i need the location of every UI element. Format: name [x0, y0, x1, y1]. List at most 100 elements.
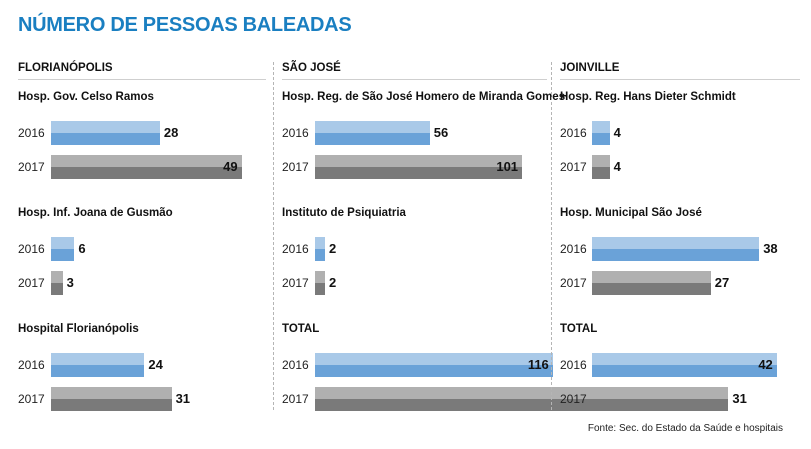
column-title: FLORIANÓPOLIS: [18, 62, 113, 74]
year-label: 2017: [560, 160, 587, 174]
year-label: 2017: [18, 160, 45, 174]
group-label: Instituto de Psiquiatria: [282, 207, 406, 219]
column-title: SÃO JOSÉ: [282, 62, 341, 74]
column-divider: [551, 62, 552, 410]
bar-top: [315, 237, 325, 249]
value-label: 4: [613, 159, 621, 174]
bar-2016: [592, 121, 610, 145]
bar-bottom: [315, 133, 430, 145]
bar-bottom: [315, 249, 325, 261]
bar-top: [592, 271, 711, 283]
bar-top: [51, 271, 63, 283]
group-label: Hosp. Reg. de São José Homero de Miranda…: [282, 91, 566, 103]
bar-bottom: [592, 365, 777, 377]
value-label: 42: [758, 357, 773, 372]
bar-top: [315, 271, 325, 283]
year-label: 2017: [282, 392, 309, 406]
year-label: 2016: [282, 242, 309, 256]
bar-top: [592, 353, 777, 365]
value-label: 31: [732, 391, 747, 406]
year-label: 2017: [560, 392, 587, 406]
bar-2017: [315, 271, 325, 295]
bar-top: [592, 387, 729, 399]
bar-top: [51, 155, 242, 167]
group-label: Hosp. Gov. Celso Ramos: [18, 91, 154, 103]
group-label: Hosp. Inf. Joana de Gusmão: [18, 207, 173, 219]
bar-top: [315, 155, 523, 167]
value-label: 4: [613, 125, 621, 140]
group-label: TOTAL: [560, 323, 598, 335]
value-label: 28: [163, 125, 179, 140]
bar-bottom: [51, 365, 145, 377]
year-label: 2017: [560, 276, 587, 290]
value-label: 6: [78, 241, 86, 256]
chart-title: NÚMERO DE PESSOAS BALEADAS: [18, 14, 352, 36]
bar-2017: [592, 155, 610, 179]
bar-2016: [315, 121, 430, 145]
year-label: 2016: [18, 126, 45, 140]
bar-bottom: [51, 249, 75, 261]
group-label: TOTAL: [282, 323, 320, 335]
column-divider: [273, 62, 274, 410]
value-label: 38: [763, 241, 778, 256]
bar-bottom: [592, 283, 711, 295]
value-label: 101: [496, 159, 519, 174]
column-rule: [560, 79, 800, 80]
bar-2017: [315, 155, 523, 179]
bar-top: [592, 121, 610, 133]
bar-2016: [315, 237, 325, 261]
bar-bottom: [592, 399, 729, 411]
bar-2016: [51, 353, 145, 377]
bar-bottom: [51, 283, 63, 295]
bar-bottom: [315, 167, 523, 179]
bar-bottom: [315, 365, 553, 377]
bar-2016: [51, 237, 75, 261]
bar-top: [51, 353, 145, 365]
group-label: Hosp. Municipal São José: [560, 207, 702, 219]
column-rule: [282, 79, 547, 80]
source-note: Fonte: Sec. do Estado da Saúde e hospita…: [587, 423, 783, 434]
bar-2017: [51, 155, 242, 179]
bar-2016: [592, 237, 760, 261]
value-label: 31: [175, 391, 191, 406]
bar-bottom: [315, 283, 325, 295]
value-label: 116: [527, 357, 549, 372]
value-label: 2: [329, 275, 337, 290]
year-label: 2016: [282, 126, 309, 140]
value-label: 3: [66, 275, 74, 290]
bar-bottom: [592, 167, 610, 179]
year-label: 2016: [18, 242, 45, 256]
column-rule: [18, 79, 266, 80]
bar-top: [315, 121, 430, 133]
column-title: JOINVILLE: [560, 62, 620, 74]
bar-top: [592, 237, 760, 249]
bar-bottom: [51, 133, 160, 145]
year-label: 2016: [560, 242, 587, 256]
value-label: 56: [433, 125, 449, 140]
year-label: 2016: [560, 126, 587, 140]
year-label: 2016: [18, 358, 45, 372]
bar-top: [592, 155, 610, 167]
value-label: 27: [714, 275, 730, 290]
bar-top: [51, 237, 75, 249]
bar-2017: [51, 387, 172, 411]
group-label: Hosp. Reg. Hans Dieter Schmidt: [560, 91, 736, 103]
value-label: 49: [223, 159, 238, 174]
bar-top: [51, 387, 172, 399]
year-label: 2016: [282, 358, 309, 372]
bar-2017: [51, 271, 63, 295]
bar-top: [315, 353, 553, 365]
bar-2016: [315, 353, 553, 377]
year-label: 2016: [560, 358, 587, 372]
bar-2016: [592, 353, 777, 377]
year-label: 2017: [282, 160, 309, 174]
bar-bottom: [51, 399, 172, 411]
year-label: 2017: [282, 276, 309, 290]
bar-2017: [592, 387, 729, 411]
bar-2016: [51, 121, 160, 145]
bar-2017: [592, 271, 711, 295]
value-label: 2: [329, 241, 337, 256]
group-label: Hospital Florianópolis: [18, 323, 139, 335]
year-label: 2017: [18, 392, 45, 406]
bar-top: [51, 121, 160, 133]
